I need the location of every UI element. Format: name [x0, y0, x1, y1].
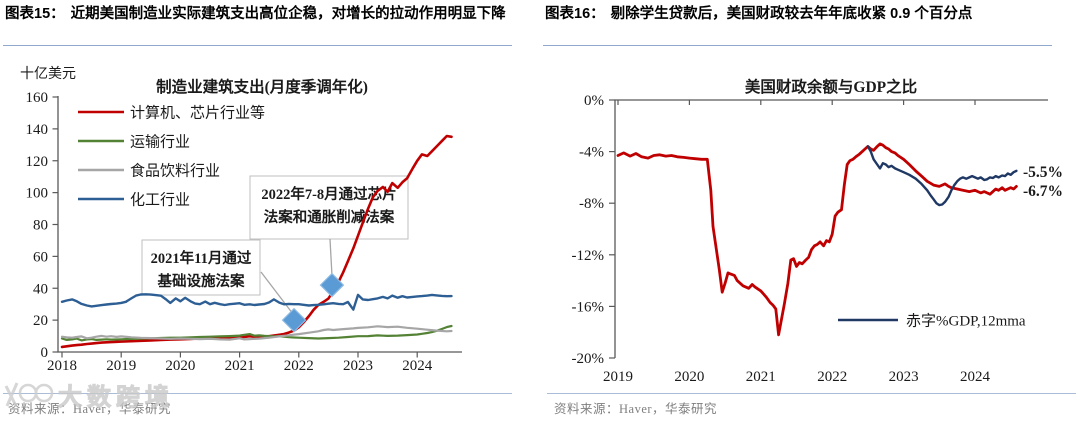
x-tick-label: 2021 — [746, 369, 776, 385]
x-tick-label: 2019 — [603, 369, 633, 385]
source-note: 资料来源：Haver，华泰研究 — [554, 402, 718, 416]
caption-divider — [543, 45, 1052, 46]
figure-15-title: 近期美国制造业实际建筑支出高位企稳，对增长的拉动作用明显下降 — [70, 6, 506, 22]
figure-15-label: 图表15： — [5, 6, 65, 22]
y-tick-label: 140 — [26, 122, 49, 138]
chart-title: 制造业建筑支出(月度季调年化) — [156, 77, 368, 96]
x-tick-label: 2024 — [402, 358, 433, 374]
legend-label: 运输行业 — [130, 134, 190, 151]
event-diamond-marker — [319, 272, 345, 298]
y-tick-label: 100 — [26, 186, 49, 202]
y-tick-label: 0 — [41, 345, 49, 361]
legend-label: 赤字%GDP,12mma — [906, 313, 1026, 330]
y-tick-label: 40 — [33, 281, 48, 297]
legend-label: 计算机、芯片行业等 — [130, 104, 265, 122]
annotation-text: 法案和通胀削减法案 — [264, 208, 395, 226]
legend-label: 化工行业 — [130, 192, 190, 209]
x-tick-label: 2024 — [960, 369, 991, 385]
y-tick-label: -4% — [579, 145, 604, 161]
annotation-text: 2021年11月通过 — [151, 249, 252, 267]
y-tick-label: 20 — [33, 313, 48, 329]
y-tick-label: 160 — [26, 90, 49, 106]
x-tick-label: 2020 — [674, 369, 704, 385]
x-tick-label: 2021 — [225, 358, 255, 374]
end-value-label: -6.7% — [1023, 183, 1063, 200]
x-tick-label: 2019 — [106, 358, 136, 374]
footer-divider — [547, 393, 1076, 394]
y-tick-label: -16% — [572, 299, 605, 315]
figure-16-panel: 图表16： 剔除学生贷款后，美国财政较去年年底收紧 0.9 个百分点 美国财政余额… — [540, 0, 1080, 429]
annotation-box — [249, 175, 409, 240]
series-line — [60, 134, 453, 349]
y-tick-label: -12% — [572, 248, 605, 264]
series-line — [60, 324, 453, 342]
series-line — [60, 293, 453, 311]
annotation-box — [141, 239, 261, 296]
end-value-label: -5.5% — [1023, 164, 1063, 181]
chart-title: 美国财政余额与GDP之比 — [745, 77, 917, 96]
series-line — [616, 142, 1018, 337]
x-tick-label: 2020 — [165, 358, 195, 374]
figure-16-title: 剔除学生贷款后，美国财政较去年年底收紧 0.9 个百分点 — [610, 6, 973, 22]
annotation-text: 基础设施法案 — [157, 272, 245, 290]
caption-divider — [3, 45, 512, 46]
x-tick-label: 2023 — [889, 369, 919, 385]
figure-16-label: 图表16： — [545, 6, 605, 22]
x-tick-label: 2023 — [343, 358, 373, 374]
figure-15-panel: 图表15： 近期美国制造业实际建筑支出高位企稳，对增长的拉动作用明显下降 十亿美元… — [3, 4, 535, 416]
y-tick-label: 0% — [584, 93, 604, 109]
y-tick-label: -8% — [579, 196, 604, 212]
y-tick-label: 60 — [33, 249, 48, 265]
annotation-leader-line — [260, 271, 294, 315]
series-line — [60, 325, 453, 341]
y-tick-label: 120 — [26, 154, 49, 170]
series-line — [866, 145, 1018, 207]
event-diamond-marker — [281, 307, 307, 333]
source-note: 资料来源：Haver，华泰研究 — [8, 402, 172, 416]
x-tick-label: 2018 — [47, 358, 77, 374]
figure-16-caption: 图表16： 剔除学生贷款后，美国财政较去年年底收紧 0.9 个百分点 — [545, 4, 1075, 25]
footer-divider — [3, 393, 512, 394]
y-axis-unit-label: 十亿美元 — [20, 66, 76, 82]
annotation-leader-line — [329, 238, 333, 277]
fiscal-balance-chart: 美国财政余额与GDP之比 0% -4% -8% -12% -16% -20% 2019 2020… — [572, 77, 1064, 385]
legend-label: 食品饮料行业 — [130, 163, 220, 180]
annotation-text: 2022年7-8月通过芯片 — [261, 185, 396, 203]
y-tick-label: 80 — [33, 218, 48, 234]
x-tick-label: 2022 — [817, 369, 847, 385]
figure-15-caption: 图表15： 近期美国制造业实际建筑支出高位企稳，对增长的拉动作用明显下降 — [5, 4, 535, 25]
y-tick-label: -20% — [572, 351, 605, 367]
x-tick-label: 2022 — [284, 358, 314, 374]
